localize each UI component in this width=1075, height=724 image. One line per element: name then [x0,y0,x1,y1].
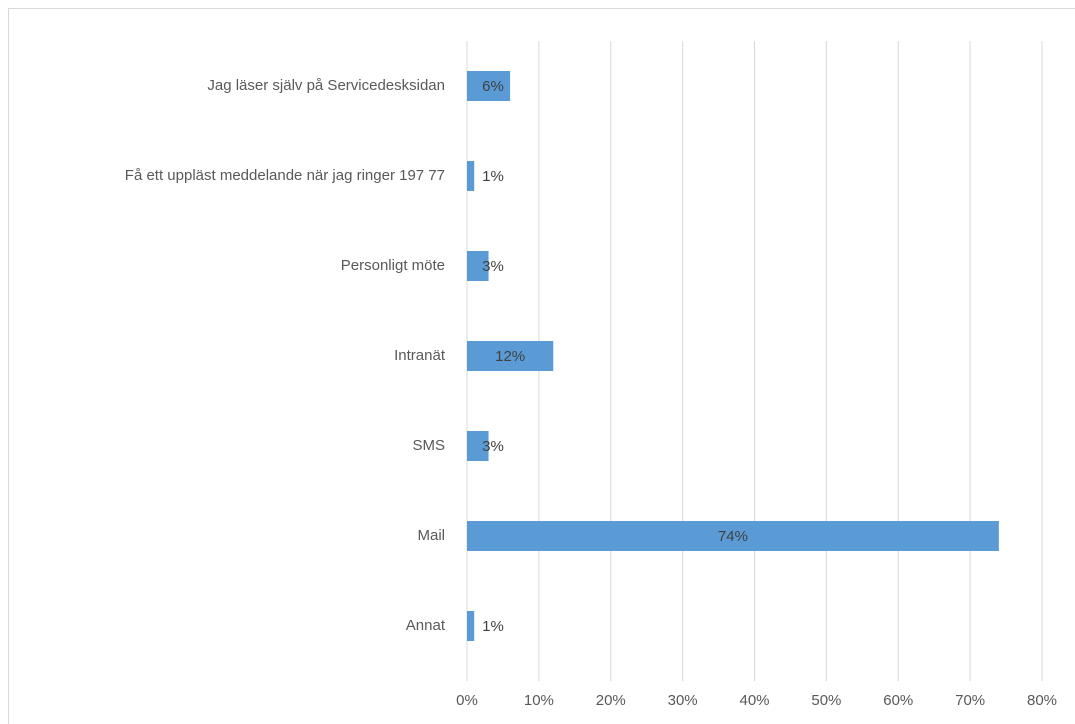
x-tick-label: 50% [811,692,841,709]
data-label: 1% [482,168,504,185]
y-tick-label: Annat [406,617,446,634]
bar [467,431,489,461]
chart-border [8,8,1075,724]
bar [467,251,489,281]
bar [467,71,511,101]
y-tick-label: Personligt möte [341,257,445,274]
bar [467,161,475,191]
bar [467,341,554,371]
data-label: 1% [482,618,504,635]
y-tick-label: Få ett uppläst meddelande när jag ringer… [125,167,445,184]
y-tick-label: Mail [417,527,445,544]
x-tick-label: 30% [668,692,698,709]
x-tick-label: 70% [955,692,985,709]
y-tick-label: Intranät [394,347,446,364]
x-tick-label: 10% [524,692,554,709]
data-label: 3% [482,438,504,455]
bar [467,521,999,551]
y-tick-label: Jag läser själv på Servicedesksidan [207,77,445,94]
y-tick-label: SMS [412,437,445,454]
bar [467,611,475,641]
data-label: 6% [482,78,504,95]
data-label: 12% [495,348,525,365]
x-tick-label: 80% [1027,692,1057,709]
data-label: 3% [482,258,504,275]
x-tick-label: 60% [883,692,913,709]
x-tick-label: 40% [739,692,769,709]
data-label: 74% [718,528,748,545]
x-tick-label: 0% [456,692,478,709]
x-tick-label: 20% [596,692,626,709]
